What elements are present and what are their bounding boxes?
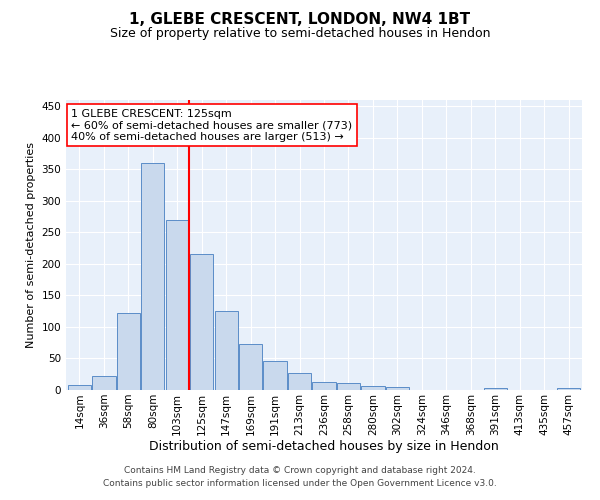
- Bar: [386, 388, 409, 390]
- Text: 1 GLEBE CRESCENT: 125sqm
← 60% of semi-detached houses are smaller (773)
40% of : 1 GLEBE CRESCENT: 125sqm ← 60% of semi-d…: [71, 108, 352, 142]
- Bar: [337, 383, 360, 390]
- Text: 1, GLEBE CRESCENT, LONDON, NW4 1BT: 1, GLEBE CRESCENT, LONDON, NW4 1BT: [130, 12, 470, 28]
- Bar: [166, 220, 189, 390]
- Bar: [68, 385, 91, 390]
- Bar: [484, 388, 507, 390]
- Bar: [141, 163, 164, 390]
- Text: Contains HM Land Registry data © Crown copyright and database right 2024.
Contai: Contains HM Land Registry data © Crown c…: [103, 466, 497, 487]
- X-axis label: Distribution of semi-detached houses by size in Hendon: Distribution of semi-detached houses by …: [149, 440, 499, 454]
- Bar: [313, 382, 335, 390]
- Y-axis label: Number of semi-detached properties: Number of semi-detached properties: [26, 142, 36, 348]
- Bar: [239, 344, 262, 390]
- Text: Size of property relative to semi-detached houses in Hendon: Size of property relative to semi-detach…: [110, 28, 490, 40]
- Bar: [117, 313, 140, 390]
- Bar: [288, 373, 311, 390]
- Bar: [215, 311, 238, 390]
- Bar: [190, 254, 214, 390]
- Bar: [263, 361, 287, 390]
- Bar: [92, 376, 116, 390]
- Bar: [557, 388, 580, 390]
- Bar: [361, 386, 385, 390]
